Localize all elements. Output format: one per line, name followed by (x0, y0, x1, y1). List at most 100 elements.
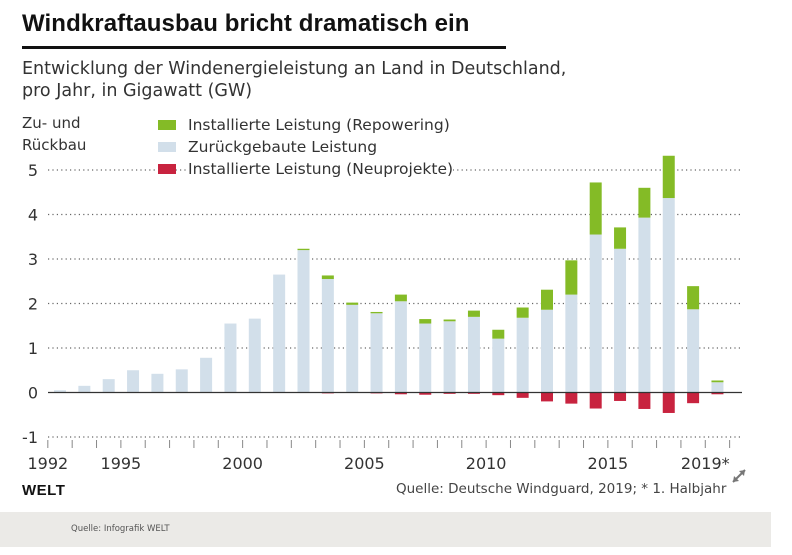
bar-rueckbau (248, 318, 261, 393)
bar-neuprojekte (614, 392, 627, 401)
bar-rueckbau (443, 321, 456, 393)
bar-neuprojekte (443, 392, 456, 394)
bar-repowering (516, 307, 529, 318)
bar-rueckbau (78, 385, 91, 393)
y-tick-label: 4 (28, 206, 38, 225)
bar-neuprojekte (492, 392, 505, 396)
x-tick-label: 2005 (344, 454, 385, 473)
bar-neuprojekte (516, 392, 529, 398)
bar-neuprojekte (541, 392, 553, 402)
bar-repowering (370, 311, 383, 314)
legend-swatch-neuprojekte (158, 164, 176, 174)
bar-repowering (492, 329, 505, 339)
bar-rueckbau (589, 234, 602, 393)
expand-icon[interactable] (728, 465, 750, 487)
bar-repowering (419, 319, 432, 324)
subtitle-line-1: Entwicklung der Windenergieleistung an L… (22, 59, 567, 79)
bar-repowering (589, 182, 602, 235)
y-axis-label-line-2: Rückbau (22, 136, 87, 154)
axes (47, 391, 742, 448)
x-tick-label: 2015 (588, 454, 629, 473)
x-tick-label: 2000 (222, 454, 263, 473)
title-underline (22, 46, 506, 49)
bar-rueckbau (638, 217, 651, 393)
bar-rueckbau (467, 316, 480, 393)
y-tick-label: 5 (28, 161, 38, 180)
bar-neuprojekte (394, 392, 407, 395)
legend-item-rueckbau: Zurückgebaute Leistung (158, 136, 453, 158)
bar-repowering (638, 187, 651, 218)
bar-rueckbau (224, 323, 237, 393)
bar-rueckbau (127, 370, 140, 393)
y-tick-label: 0 (28, 384, 38, 403)
y-axis-label: Zu- und Rückbau (22, 112, 86, 156)
bar-rueckbau (370, 313, 383, 393)
bar-rueckbau (346, 304, 359, 393)
chart-subtitle: Entwicklung der Windenergieleistung an L… (22, 58, 566, 102)
legend-item-repowering: Installierte Leistung (Repowering) (158, 114, 453, 136)
chart-title: Windkraftausbau bricht dramatisch ein (22, 10, 470, 37)
x-tick-label: 2019* (681, 454, 730, 473)
bar-rueckbau (321, 279, 334, 393)
bar-rueckbau (711, 382, 724, 393)
bar-rueckbau (273, 274, 286, 393)
legend-label-rueckbau: Zurückgebaute Leistung (188, 138, 378, 156)
bar-repowering (711, 380, 724, 383)
bar-chart: -1 0 1 2 3 4 5 1992 1995 2000 2005 2010 2015 2019* (22, 155, 742, 473)
bar-repowering (297, 248, 310, 251)
bar-repowering (662, 155, 675, 199)
bar-neuprojekte (419, 392, 432, 395)
y-tick-label: 3 (28, 250, 38, 269)
x-tick-labels: 1992 1995 2000 2005 2010 2015 2019* (27, 454, 729, 473)
bar-rueckbau (614, 248, 627, 393)
bar-repowering (687, 286, 700, 310)
x-tick-label: 2010 (466, 454, 507, 473)
bar-rueckbau (394, 301, 407, 393)
bar-repowering (565, 260, 578, 295)
bar-rueckbau (102, 379, 115, 393)
legend-label-repowering: Installierte Leistung (Repowering) (188, 116, 450, 134)
subtitle-line-2: pro Jahr, in Gigawatt (GW) (22, 81, 253, 101)
y-axis-label-line-1: Zu- und (22, 114, 81, 132)
bar-neuprojekte (638, 392, 651, 409)
bar-rueckbau (565, 294, 578, 393)
bar-rueckbau (151, 373, 164, 393)
y-tick-label: 1 (28, 339, 38, 358)
bar-neuprojekte (565, 392, 578, 404)
welt-logo: WELT (22, 482, 66, 499)
bar-repowering (394, 294, 407, 302)
footer-credit: Quelle: Infografik WELT (71, 524, 170, 534)
legend-swatch-repowering (158, 120, 176, 130)
bar-rueckbau (541, 309, 553, 393)
bar-rueckbau (297, 250, 310, 393)
x-tick-label: 1995 (101, 454, 142, 473)
bar-rueckbau (419, 323, 432, 393)
bar-neuprojekte (589, 392, 602, 409)
bar-rueckbau (175, 369, 188, 393)
bar-rueckbau (516, 317, 529, 393)
bar-neuprojekte (467, 392, 480, 394)
bar-rueckbau (662, 198, 675, 393)
bar-repowering (467, 310, 480, 317)
bar-repowering (346, 302, 359, 305)
x-tick-label: 1992 (27, 454, 68, 473)
bar-repowering (321, 275, 334, 280)
y-tick-label: 2 (28, 295, 38, 314)
bar-repowering (614, 227, 627, 249)
legend-item-neuprojekte: Installierte Leistung (Neuprojekte) (158, 158, 454, 180)
bar-repowering (443, 319, 456, 322)
bar-repowering (541, 289, 553, 310)
y-tick-labels: -1 0 1 2 3 4 5 (22, 161, 38, 447)
legend-swatch-rueckbau (158, 142, 176, 152)
bar-neuprojekte (662, 392, 675, 413)
source-note: Quelle: Deutsche Windguard, 2019; * 1. H… (396, 481, 727, 497)
legend-label-neuprojekte: Installierte Leistung (Neuprojekte) (188, 160, 454, 178)
bars (54, 155, 724, 413)
bar-rueckbau (492, 338, 505, 393)
y-tick-label: -1 (22, 428, 38, 447)
bar-rueckbau (200, 357, 213, 393)
bar-neuprojekte (711, 392, 724, 395)
legend: Installierte Leistung (Repowering) Zurüc… (158, 114, 454, 180)
bar-neuprojekte (687, 392, 700, 404)
footer-bar: Quelle: Infografik WELT (0, 512, 771, 547)
